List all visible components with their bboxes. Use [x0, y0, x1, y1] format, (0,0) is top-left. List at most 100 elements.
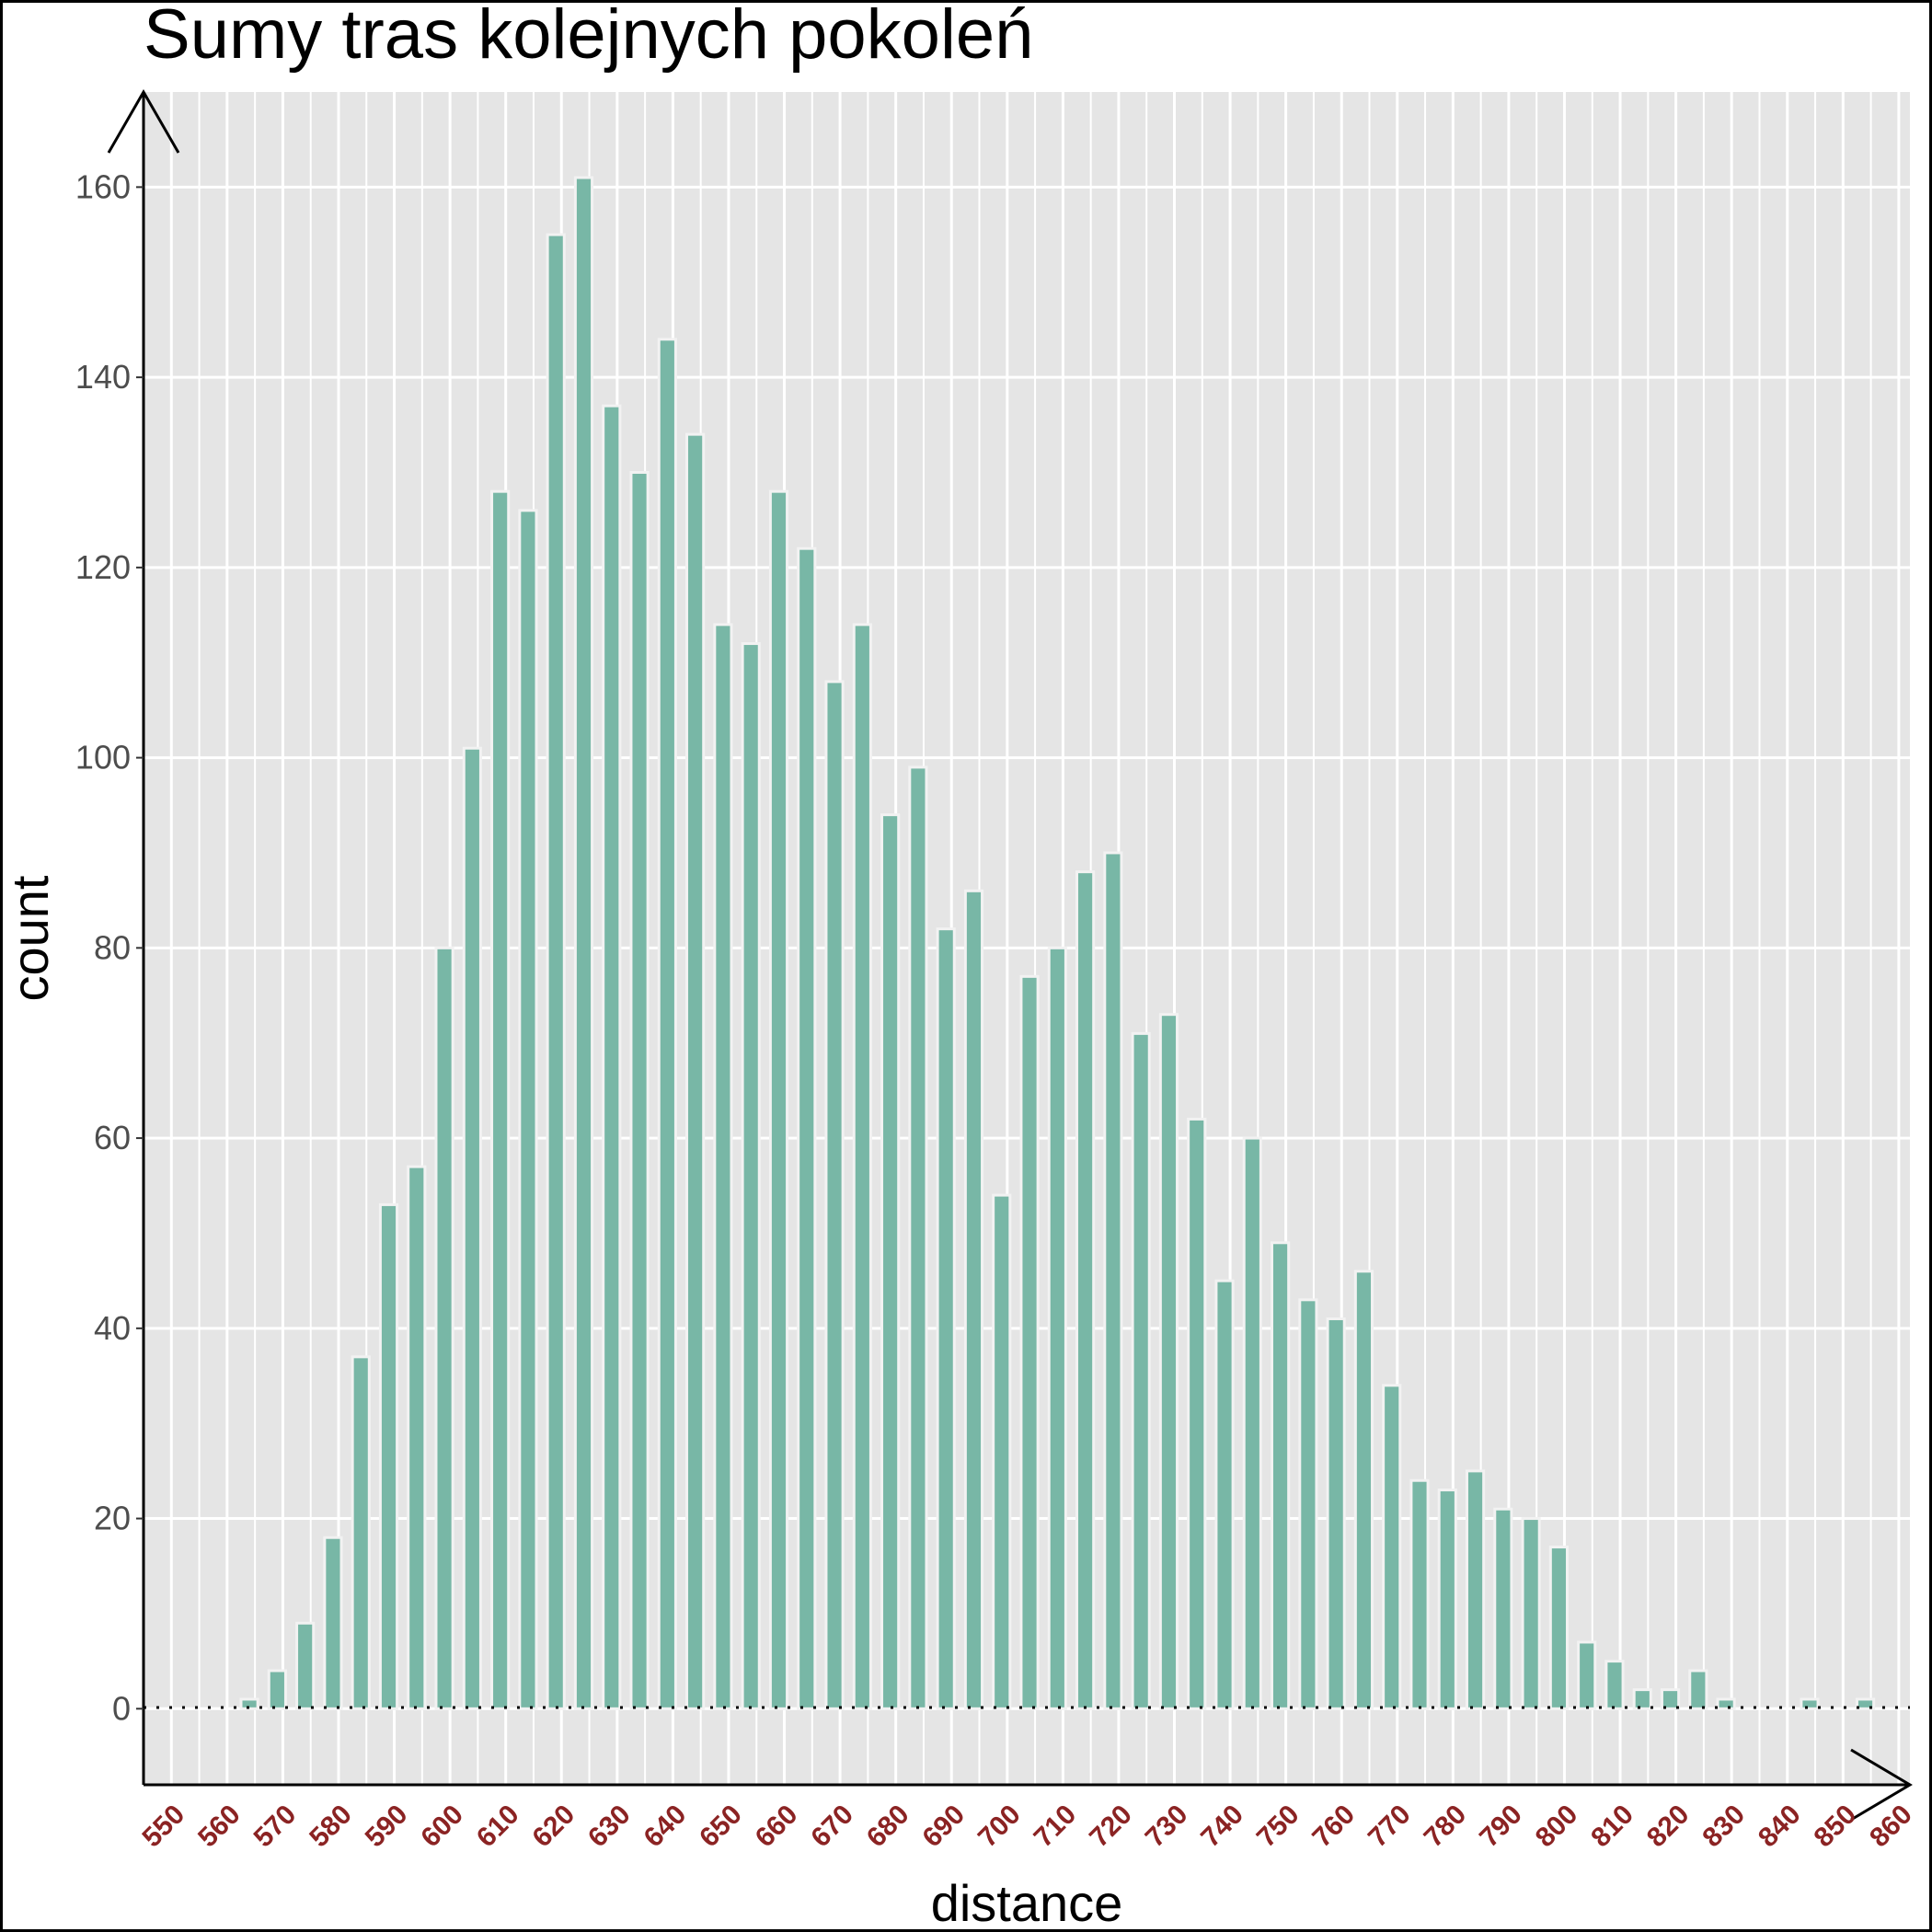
x-tick-label: 680	[861, 1800, 915, 1854]
histogram-bar	[518, 509, 538, 1710]
histogram-bar	[1187, 1117, 1207, 1710]
y-tick-label: 140	[75, 358, 131, 396]
histogram-bar	[378, 1202, 399, 1710]
x-tick-label: 650	[694, 1800, 748, 1854]
histogram-bar	[1382, 1384, 1402, 1710]
histogram-bar	[1019, 974, 1040, 1710]
x-tick-label: 730	[1140, 1800, 1194, 1854]
histogram-bar	[1409, 1478, 1430, 1710]
y-tick-label: 160	[75, 167, 131, 205]
histogram-bar	[880, 813, 901, 1710]
x-tick-label: 750	[1251, 1800, 1305, 1854]
y-axis-arrow	[107, 88, 180, 154]
x-tick-label: 820	[1641, 1800, 1696, 1854]
histogram-bar	[1158, 1013, 1179, 1710]
y-tick-label: 20	[94, 1500, 131, 1537]
x-tick-label: 630	[582, 1800, 637, 1854]
histogram-bar	[351, 1355, 371, 1710]
histogram-bar	[1214, 1279, 1235, 1710]
x-tick-label: 760	[1306, 1800, 1361, 1854]
chart-title: Sumy tras kolejnych pokoleń	[144, 0, 1034, 74]
x-tick-label: 770	[1363, 1800, 1417, 1854]
x-tick-label: 690	[916, 1800, 971, 1854]
histogram-bar	[323, 1535, 343, 1710]
x-tick-label: 810	[1585, 1800, 1639, 1854]
histogram-bar	[546, 233, 566, 1710]
histogram-bar	[1577, 1640, 1597, 1710]
y-tick-labels: 0 20 40 60 80 100 120 140 160	[75, 167, 144, 1727]
x-tick-label: 740	[1195, 1800, 1249, 1854]
histogram-bar	[685, 432, 706, 1710]
x-tick-label: 830	[1696, 1800, 1751, 1854]
histogram-bar	[657, 338, 677, 1710]
histogram-bar	[573, 176, 594, 1710]
histogram-bar	[797, 546, 817, 1710]
histogram-bar	[1353, 1270, 1374, 1710]
y-tick-label: 40	[94, 1309, 131, 1347]
histogram-bar	[1660, 1688, 1681, 1710]
histogram-bar	[295, 1621, 316, 1710]
x-tick-label: 590	[360, 1800, 414, 1854]
x-tick-label: 800	[1530, 1800, 1584, 1854]
histogram-bar	[629, 470, 650, 1710]
histogram-bar	[992, 1193, 1012, 1710]
x-axis-title: distance	[931, 1874, 1123, 1932]
y-tick-label: 120	[75, 548, 131, 586]
x-tick-label: 720	[1084, 1800, 1138, 1854]
histogram-bar	[824, 680, 845, 1710]
x-tick-label: 600	[415, 1800, 469, 1854]
histogram-bar	[462, 746, 482, 1710]
histogram-bar	[602, 404, 622, 1710]
x-tick-label: 640	[638, 1800, 693, 1854]
x-tick-label: 570	[248, 1800, 303, 1854]
histogram-bar	[1103, 851, 1123, 1710]
histogram-bar	[1242, 1136, 1262, 1710]
x-tick-label: 790	[1474, 1800, 1528, 1854]
x-tick-label: 550	[136, 1800, 190, 1854]
histogram-bar	[1437, 1489, 1457, 1710]
x-tick-labels: 550 560 570 580 590 600 610 620 630 640 650 660 670 6…	[136, 1800, 1917, 1854]
x-tick-label: 670	[805, 1800, 859, 1854]
histogram-bar	[1493, 1507, 1513, 1710]
y-tick-label: 100	[75, 739, 131, 776]
histogram-bar	[1800, 1697, 1820, 1710]
histogram-bar	[713, 623, 733, 1710]
histogram-bar	[490, 489, 511, 1710]
histogram-bar	[963, 889, 984, 1710]
x-tick-label: 700	[972, 1800, 1027, 1854]
x-tick-label: 850	[1809, 1800, 1863, 1854]
x-tick-label: 840	[1753, 1800, 1807, 1854]
axes	[107, 88, 1913, 1822]
histogram-bar	[1326, 1317, 1346, 1710]
x-tick-label: 660	[750, 1800, 804, 1854]
histogram-bar	[239, 1697, 259, 1710]
histogram-bar	[1131, 1031, 1151, 1710]
histogram-bar	[267, 1669, 287, 1710]
histogram-bar	[407, 1165, 427, 1710]
histogram-bar	[768, 489, 789, 1710]
histogram-bar	[1521, 1517, 1541, 1710]
histogram-bar	[1047, 946, 1067, 1710]
histogram-bar	[1604, 1660, 1625, 1710]
histogram-bar	[1548, 1546, 1570, 1710]
histogram-bar	[1632, 1688, 1652, 1710]
histogram-bar	[434, 946, 454, 1710]
histogram-bar	[908, 765, 928, 1710]
y-tick-label: 80	[94, 928, 131, 966]
x-tick-label: 610	[471, 1800, 525, 1854]
histogram-bar	[1270, 1241, 1291, 1710]
histogram-bar	[1465, 1469, 1486, 1710]
x-tick-label: 780	[1419, 1800, 1473, 1854]
histogram-bar	[1855, 1697, 1876, 1710]
histogram-bar	[741, 642, 761, 1710]
x-tick-label: 620	[526, 1800, 581, 1854]
histogram-bar	[1716, 1697, 1736, 1710]
y-axis-title: count	[1, 875, 59, 1001]
y-tick-label: 0	[112, 1689, 131, 1727]
histogram-bar	[1075, 870, 1096, 1710]
x-tick-label: 580	[304, 1800, 358, 1854]
x-tick-label: 710	[1029, 1800, 1083, 1854]
histogram-bar	[1298, 1298, 1318, 1710]
x-axis-arrow	[1850, 1748, 1913, 1822]
